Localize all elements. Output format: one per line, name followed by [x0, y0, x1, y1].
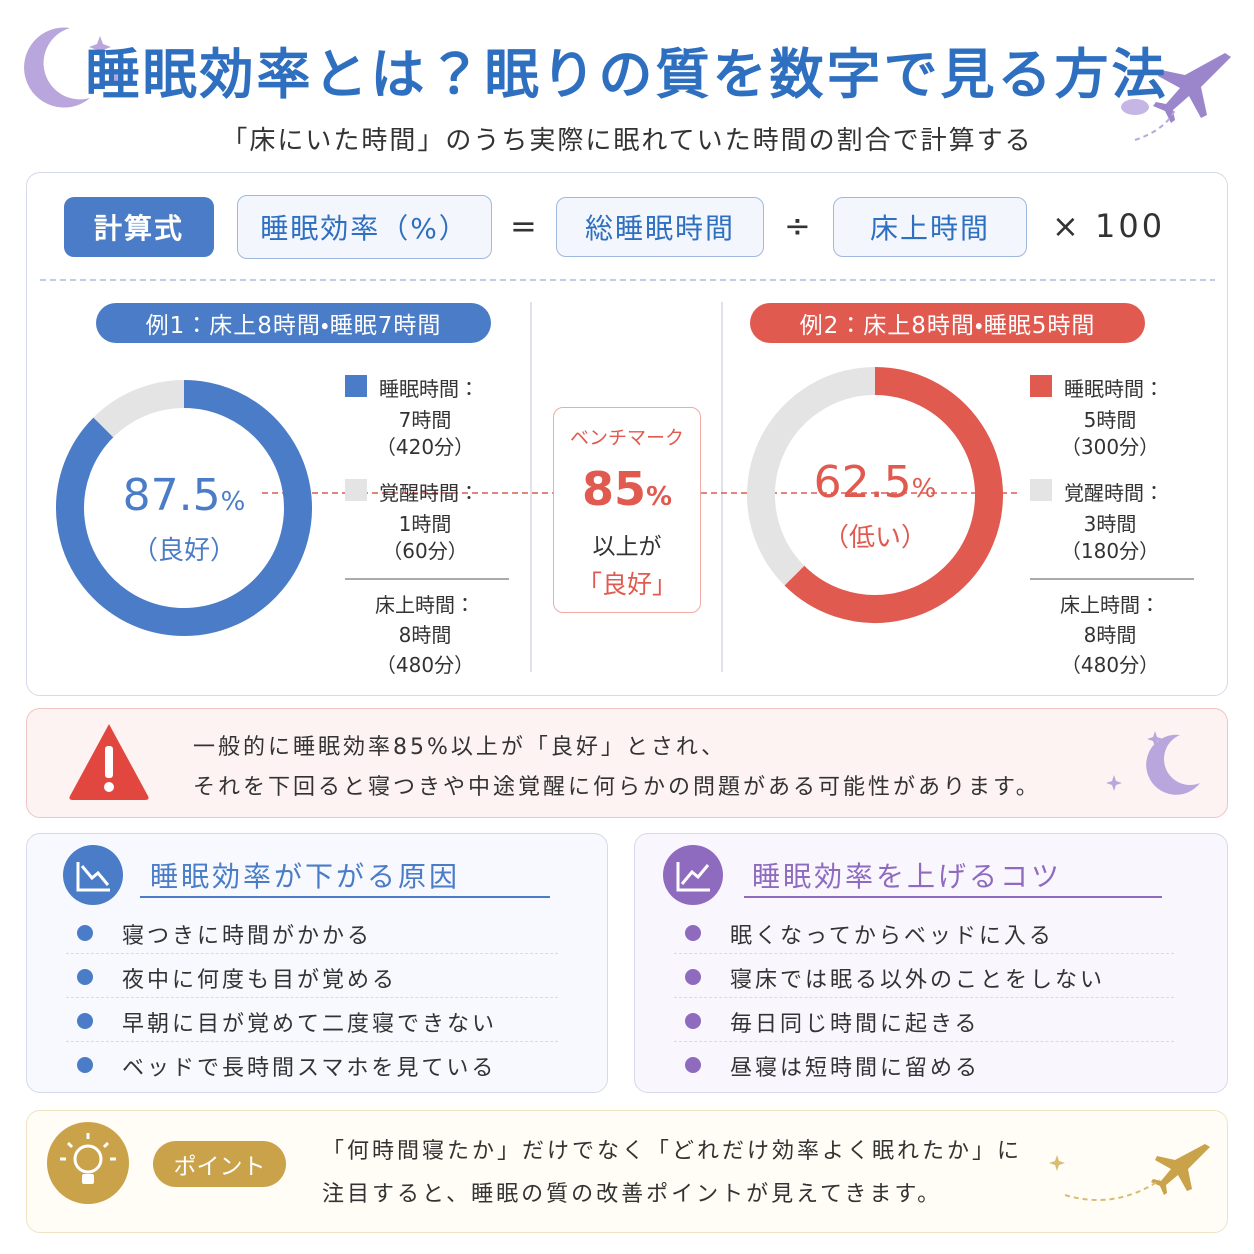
total-duration: 8時間: [1083, 623, 1137, 647]
notice-line: それを下回ると寝つきや中途覚醒に何らかの問題がある可能性があります。: [193, 775, 1041, 800]
list-item: ベッドで長時間スマホを見ている: [122, 1056, 497, 1081]
list-item: 昼寝は短時間に留める: [730, 1056, 981, 1081]
total-minutes-label: （480分）: [1060, 653, 1160, 677]
bullet: [685, 1013, 701, 1029]
tips-title: 睡眠効率を上げるコツ: [752, 860, 1063, 893]
total-name: 床上時間：: [375, 593, 475, 617]
legend-swatch: [345, 479, 367, 501]
legend-swatch: [1030, 375, 1052, 397]
formula-label: 計算式: [64, 197, 214, 257]
list-item: 寝つきに時間がかかる: [122, 924, 373, 949]
donut-center: 87.5%: [84, 470, 284, 521]
total-minutes-label: （480分）: [375, 653, 475, 677]
donut-center: 62.5%: [775, 457, 975, 508]
donut-segment: [784, 367, 1003, 623]
example-title: 例1：床上8時間・睡眠7時間: [96, 303, 491, 343]
formula-numerator: 総睡眠時間: [556, 197, 764, 257]
formula-equals: =: [510, 207, 537, 245]
efficiency-unit: %: [911, 474, 937, 504]
list-item: 夜中に何度も目が覚める: [122, 968, 398, 993]
bullet: [685, 925, 701, 941]
legend-minutes: （180分）: [1060, 539, 1160, 563]
item-separator: [674, 953, 1174, 954]
formula-divide: ÷: [784, 207, 811, 245]
efficiency-value: 62.5: [813, 457, 912, 508]
efficiency-value: 87.5: [122, 470, 221, 521]
list-item: 眠くなってからベッドに入る: [730, 924, 1054, 949]
bullet: [685, 969, 701, 985]
tips-icon: [663, 845, 723, 905]
legend-swatch: [1030, 479, 1052, 501]
bullet: [77, 969, 93, 985]
donut-segment: [93, 380, 185, 438]
legend-minutes: （420分）: [375, 435, 475, 459]
item-separator: [66, 997, 558, 998]
item-separator: [66, 1041, 558, 1042]
title: 睡眠効率とは？眠りの質を数字で見る方法: [85, 43, 1169, 106]
total-name: 床上時間：: [1060, 593, 1160, 617]
list-item: 早朝に目が覚めて二度寝できない: [122, 1012, 498, 1037]
subtitle: 「床にいた時間」のうち実際に眠れていた時間の割合で計算する: [221, 126, 1033, 156]
title-underline: [744, 896, 1162, 898]
divider: [40, 279, 1215, 281]
legend-duration: 7時間: [398, 408, 452, 432]
formula-result: 睡眠効率（%）: [237, 195, 492, 259]
benchmark-box: [553, 407, 701, 613]
plane-icon: [1049, 1144, 1210, 1201]
notice-line: 一般的に睡眠効率85%以上が「良好」とされ、: [193, 735, 727, 760]
title-underline: [140, 896, 550, 898]
donut-segment: [56, 380, 312, 636]
legend-swatch: [345, 375, 367, 397]
legend-name: 睡眠時間：: [1064, 377, 1164, 401]
item-separator: [674, 997, 1174, 998]
bullet: [77, 925, 93, 941]
legend-name: 覚醒時間：: [1064, 481, 1164, 505]
legend-minutes: （60分）: [382, 539, 468, 563]
causes-panel: [26, 833, 608, 1093]
rating: （良好）: [131, 536, 236, 566]
donut-segment: [747, 367, 876, 586]
plane-icon: [1121, 53, 1231, 141]
example-title: 例2：床上8時間・睡眠5時間: [750, 303, 1145, 343]
bullet: [685, 1057, 701, 1073]
legend-duration: 5時間: [1083, 408, 1137, 432]
legend-duration: 1時間: [398, 512, 452, 536]
rating: （低い）: [822, 523, 927, 553]
efficiency-unit: %: [220, 487, 246, 517]
formula-multiply: × 100: [1052, 207, 1166, 245]
legend-duration: 3時間: [1083, 512, 1137, 536]
point-line: 注目すると、睡眠の質の改善ポイントが見えてきます。: [322, 1182, 943, 1207]
benchmark-line2: 「良好」: [576, 570, 677, 599]
causes-icon: [63, 845, 123, 905]
list-item: 寝床では眠る以外のことをしない: [730, 968, 1106, 993]
benchmark-title: ベンチマーク: [569, 427, 684, 449]
causes-title: 睡眠効率が下がる原因: [150, 860, 461, 893]
benchmark-value: 85: [581, 462, 646, 516]
legend-minutes: （300分）: [1060, 435, 1160, 459]
legend-name: 覚醒時間：: [379, 481, 479, 505]
legend-name: 睡眠時間：: [379, 377, 479, 401]
bullet: [77, 1057, 93, 1073]
moon-icon: [24, 27, 124, 108]
moon-icon: [1106, 731, 1200, 795]
list-item: 毎日同じ時間に起きる: [730, 1012, 980, 1037]
formula-denominator: 床上時間: [833, 197, 1027, 257]
point-badge: ポイント: [153, 1141, 286, 1187]
total-duration: 8時間: [398, 623, 452, 647]
benchmark-figure: 85%: [553, 462, 701, 516]
item-separator: [66, 953, 558, 954]
item-separator: [674, 1041, 1174, 1042]
legend-rule: [1030, 578, 1194, 580]
bullet: [77, 1013, 93, 1029]
benchmark-line1: 以上が: [592, 534, 662, 560]
tips-panel: [634, 833, 1228, 1093]
legend-rule: [345, 578, 509, 580]
point-line: 「何時間寝たか」だけでなく「どれだけ効率よく眠れたか」に: [322, 1139, 1023, 1164]
bulb-icon: [47, 1122, 129, 1204]
notice-panel: [26, 708, 1228, 818]
benchmark-unit: %: [645, 482, 673, 512]
warning-icon: [69, 724, 149, 800]
